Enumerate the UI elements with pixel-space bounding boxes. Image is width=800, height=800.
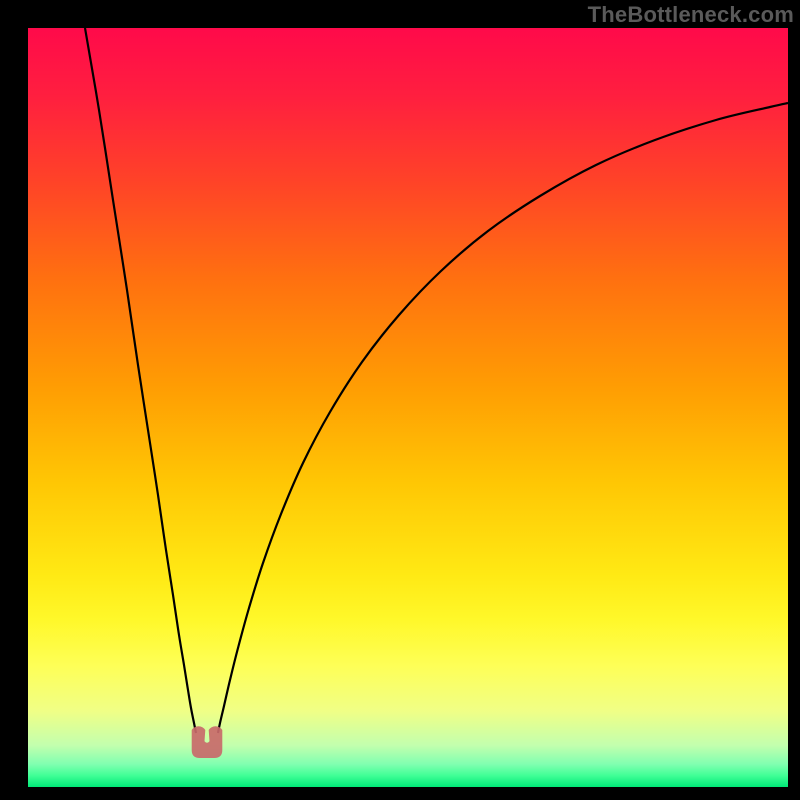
curve-right-branch bbox=[218, 103, 788, 733]
curve-left-branch bbox=[85, 28, 196, 733]
chart-svg bbox=[28, 28, 788, 787]
bottleneck-marker bbox=[192, 726, 223, 758]
watermark-text: TheBottleneck.com bbox=[588, 2, 794, 28]
plot-area bbox=[28, 28, 788, 787]
